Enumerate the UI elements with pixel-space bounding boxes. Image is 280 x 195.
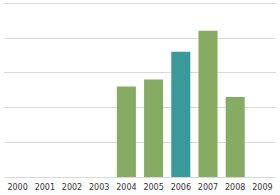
svg-text:2006: 2006 <box>171 183 191 192</box>
svg-text:2005: 2005 <box>143 183 163 192</box>
svg-text:2003: 2003 <box>89 183 109 192</box>
svg-text:2000: 2000 <box>7 183 27 192</box>
svg-text:2009: 2009 <box>252 183 272 192</box>
svg-text:2002: 2002 <box>62 183 82 192</box>
svg-text:2007: 2007 <box>198 183 218 192</box>
svg-text:2008: 2008 <box>225 183 245 192</box>
svg-text:2004: 2004 <box>116 183 136 192</box>
svg-text:2001: 2001 <box>35 183 55 192</box>
